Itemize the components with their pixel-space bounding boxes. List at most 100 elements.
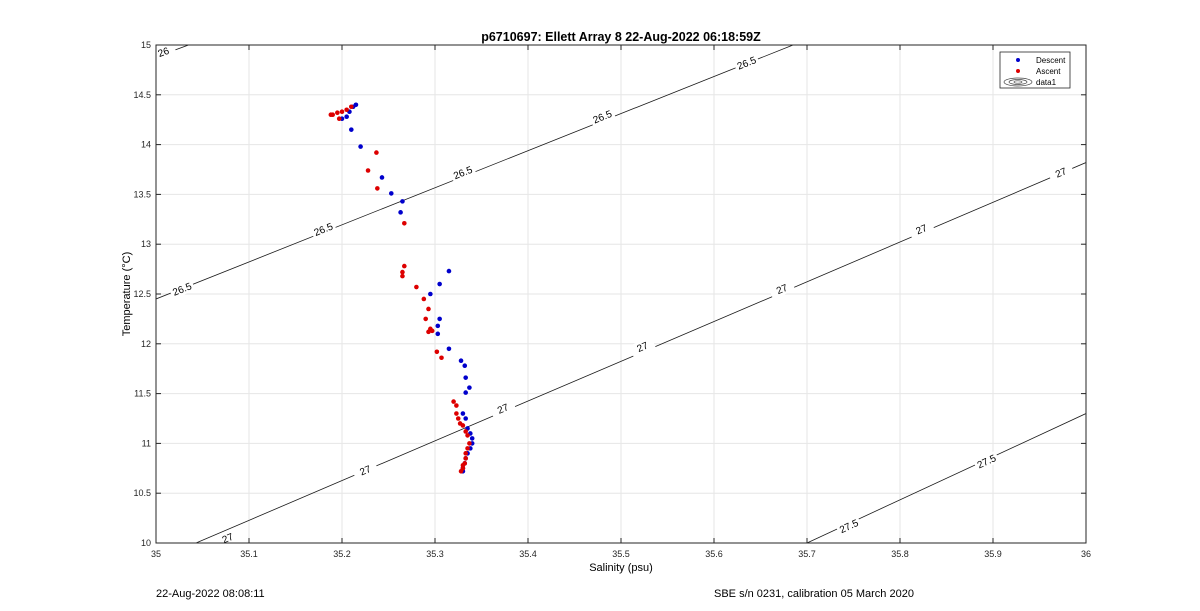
ascent-point — [465, 433, 470, 438]
ascent-point — [463, 451, 468, 456]
y-tick-label: 13 — [141, 239, 151, 249]
descent-point — [469, 436, 475, 441]
ascent-point — [400, 273, 405, 279]
descent-point — [349, 127, 354, 132]
ascent-point — [336, 116, 342, 122]
contour-legend-icon — [1003, 77, 1033, 87]
ascent-point — [402, 220, 407, 226]
ascent-point — [374, 150, 379, 155]
contour-label-gap — [449, 162, 477, 183]
descent-point — [435, 323, 441, 329]
axis-ticks: 35 35.1 35.2 35.3 35.4 35.5 35.6 35.7 35.8 35.9 36… — [133, 40, 1091, 559]
y-tick-label: 11.5 — [134, 389, 151, 399]
x-tick-label: 35.2 — [333, 549, 351, 559]
descent-point — [358, 144, 363, 149]
x-tick-label: 35.8 — [891, 549, 909, 559]
chart-title: p6710697: Ellett Array 8 22-Aug-2022 06:… — [481, 30, 761, 44]
ascent-point — [463, 429, 468, 434]
descent-point — [435, 331, 441, 337]
ascent-point — [344, 107, 349, 113]
ascent-point — [429, 328, 435, 334]
ascent-point — [463, 456, 468, 461]
contour-label-gap — [589, 106, 616, 127]
y-tick-label: 12 — [141, 339, 151, 349]
contour-label-gap — [1047, 162, 1075, 183]
descent-point — [379, 175, 385, 180]
ascent-point — [339, 109, 345, 115]
contour-label-gap — [973, 450, 1000, 472]
contour-label-gap — [907, 219, 935, 240]
ascent-point — [439, 355, 444, 361]
ascent-point — [423, 316, 429, 322]
y-tick-label: 10.5 — [133, 488, 151, 498]
ascent-point — [335, 110, 340, 116]
ascent-point — [451, 399, 456, 404]
y-tick-label: 11 — [142, 438, 151, 448]
x-axis-label: Salinity (psu) — [589, 562, 653, 574]
y-axis-label: Temperature (°C) — [121, 252, 133, 336]
contour-label: 27 — [221, 532, 236, 547]
ascent-point — [434, 349, 440, 355]
contour-label-gap — [156, 45, 177, 62]
ascent-point — [328, 112, 334, 118]
descent-point — [437, 281, 442, 287]
y-tick-label: 12.5 — [133, 289, 151, 299]
contour-label: 27 — [636, 340, 651, 355]
descent-point — [463, 390, 468, 395]
ascent-point — [426, 329, 431, 335]
ascent-point — [402, 263, 407, 269]
ascent-point — [426, 306, 431, 312]
descent-point — [458, 358, 464, 364]
contour-label: 27 — [915, 223, 930, 238]
descent-point — [467, 385, 472, 390]
contour-label-gap — [310, 219, 337, 240]
footer-timestamp: 22-Aug-2022 08:08:11 — [156, 588, 265, 600]
descent-point — [398, 210, 403, 215]
x-tick-label: 35 — [151, 549, 161, 559]
ascent-point — [458, 468, 464, 474]
descent-point — [446, 346, 452, 352]
descent-point — [460, 411, 466, 416]
y-tick-label: 15 — [141, 40, 151, 50]
contour-label-gap — [628, 336, 656, 358]
contour-label-gap — [733, 52, 760, 73]
ascent-point — [349, 104, 354, 110]
ascent-point — [421, 296, 427, 302]
ascent-point — [414, 284, 419, 290]
ascent-point — [455, 416, 461, 421]
y-tick-label: 14 — [141, 140, 151, 150]
contour-label: 27 — [496, 402, 511, 417]
descent-point — [446, 268, 452, 274]
legend-marker-ascent — [1016, 69, 1020, 73]
x-tick-label: 35.4 — [519, 549, 537, 559]
contour-label: 27 — [1054, 166, 1069, 181]
y-tick-label: 13.5 — [133, 189, 151, 199]
x-tick-label: 35.3 — [426, 549, 444, 559]
contour-label-gap — [835, 515, 863, 537]
descent-point — [344, 114, 349, 120]
y-tick-label: 14.5 — [133, 90, 151, 100]
ascent-point — [467, 441, 472, 446]
contour-label-gap — [489, 398, 517, 419]
x-tick-label: 36 — [1081, 549, 1091, 559]
contour-label-gap — [168, 279, 196, 300]
descent-point — [400, 199, 405, 204]
ascent-point — [454, 411, 459, 416]
ascent-point — [365, 168, 371, 173]
footer-calibration: SBE s/n 0231, calibration 05 March 2020 — [714, 588, 914, 600]
contour-label: 27 — [358, 464, 373, 479]
ascent-point — [460, 423, 466, 428]
descent-point — [463, 416, 468, 421]
x-tick-label: 35.9 — [984, 549, 1002, 559]
descent-point — [463, 375, 468, 380]
legend-marker-descent — [1016, 58, 1020, 62]
data-points — [328, 102, 475, 474]
density-contours: 2626.526.526.526.526.52727272727272727.5… — [156, 45, 1086, 547]
descent-point — [437, 316, 442, 322]
ascent-point — [465, 446, 470, 451]
ascent-point — [454, 403, 459, 408]
descent-point — [428, 291, 433, 297]
x-tick-label: 35.1 — [240, 549, 258, 559]
x-tick-label: 35.6 — [705, 549, 723, 559]
